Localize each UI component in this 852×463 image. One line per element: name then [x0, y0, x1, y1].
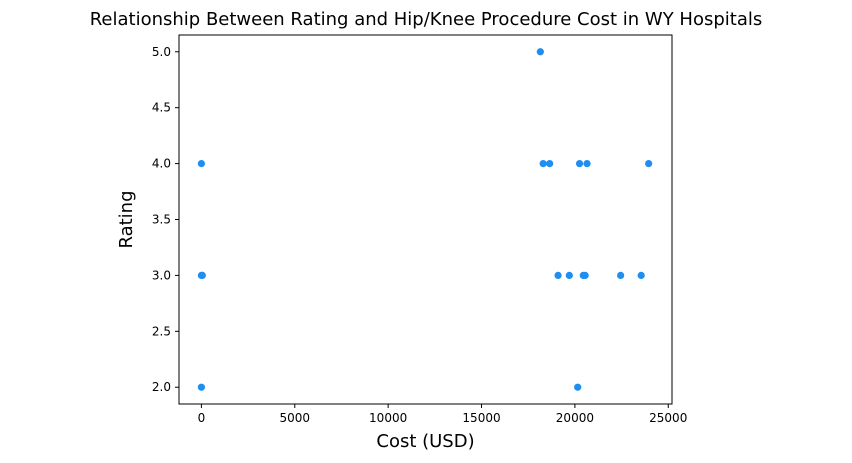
x-tick-label: 15000 [462, 411, 500, 425]
y-axis-label: Rating [116, 190, 137, 248]
y-tick-label: 3.5 [152, 213, 171, 227]
scatter-point [645, 159, 653, 168]
axes-frame [178, 34, 673, 405]
x-tick-label: 25000 [649, 411, 687, 425]
scatter-point [546, 159, 554, 168]
y-tick-label: 5.0 [152, 45, 171, 59]
scatter-point [536, 48, 544, 56]
x-tick-label: 5000 [280, 411, 311, 425]
y-axis: 2.0 2.5 3.0 3.5 4.0 4.5 5.0 [152, 45, 179, 394]
y-tick-label: 3.0 [152, 268, 171, 282]
scatter-point [583, 159, 591, 168]
scatter-point [581, 271, 589, 280]
scatter-point [565, 271, 573, 280]
scatter-point [637, 271, 645, 280]
x-axis-label: Cost (USD) [376, 431, 474, 452]
x-axis: 0 5000 10000 15000 20000 25000 [198, 404, 687, 425]
x-tick-label: 10000 [369, 411, 407, 425]
scatter-point [197, 159, 206, 168]
scatter-point [197, 383, 206, 391]
data-points [197, 48, 653, 391]
scatter-point [198, 271, 206, 280]
x-tick-label: 20000 [556, 411, 594, 425]
chart-title: Relationship Between Rating and Hip/Knee… [90, 9, 763, 30]
scatter-point [574, 383, 582, 391]
scatter-point [617, 271, 625, 280]
scatter-point [539, 159, 547, 168]
scatter-point [554, 271, 562, 280]
x-tick-label: 0 [198, 411, 206, 425]
y-tick-label: 4.5 [152, 101, 171, 115]
y-tick-label: 2.5 [152, 324, 171, 338]
y-tick-label: 4.0 [152, 157, 171, 171]
plot-area: 0 5000 10000 15000 20000 25000 2.0 2.5 3.0 3.5 4.… [152, 34, 687, 425]
scatter-point [575, 159, 584, 168]
y-tick-label: 2.0 [152, 380, 171, 394]
